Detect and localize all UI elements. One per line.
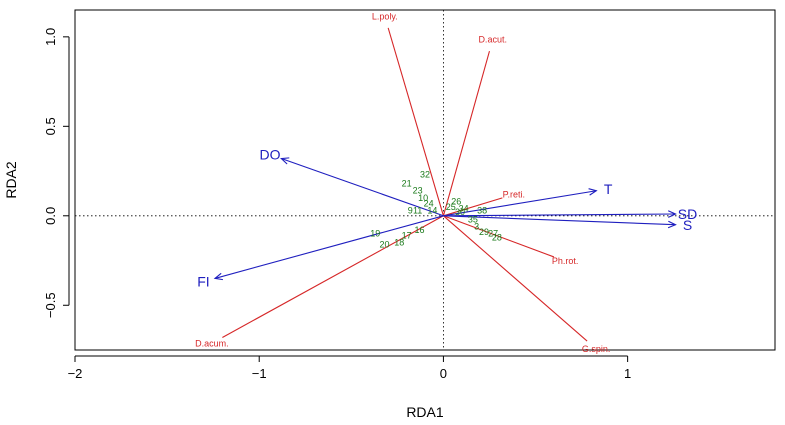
species-d-acut-arrow [442, 51, 491, 216]
x-tick-label: −2 [68, 366, 83, 381]
site-25-label: 25 [446, 202, 456, 212]
site-29-label: 29 [479, 227, 489, 237]
site-23-label: 23 [413, 186, 423, 196]
env-do-label: DO [260, 147, 281, 163]
site-26-label: 26 [451, 196, 461, 206]
site-28-label: 28 [492, 232, 502, 242]
y-axis: −0.5 0.0 0.5 1.0 [43, 28, 70, 318]
species-d-acum-label: D.acum. [195, 338, 229, 348]
env-sd-label: SD [678, 206, 697, 222]
site-9-label: 9 [408, 205, 413, 215]
site-16-label: 16 [414, 225, 424, 235]
site-20-label: 20 [379, 239, 389, 249]
site-27-label: 27 [488, 229, 498, 239]
species-arrows: L.poly. D.acut. P.reti. Ph.rot. G.spin. D.acu… [195, 11, 610, 354]
env-t-arrow [443, 190, 597, 217]
site-24-label: 24 [424, 198, 434, 208]
y-axis-title: RDA2 [3, 161, 19, 199]
env-t-label: T [604, 181, 613, 197]
env-sd-arrowhead [667, 210, 677, 218]
x-axis-title: RDA1 [406, 404, 444, 420]
species-d-acut-label: D.acut. [478, 35, 507, 45]
x-tick-label: 1 [624, 366, 631, 381]
site-3-label: 3 [474, 222, 479, 232]
env-do-arrow [281, 158, 444, 217]
site-14-label: 14 [427, 205, 437, 215]
species-l-poly-label: L.poly. [372, 11, 398, 21]
site-18-label: 18 [394, 238, 404, 248]
site-30-label: 30 [455, 207, 465, 217]
species-p-reti-label: P.reti. [503, 189, 525, 199]
env-s-arrowhead [667, 220, 677, 229]
site-32-label: 32 [420, 170, 430, 180]
env-t-arrowhead [588, 188, 598, 196]
env-s-label: S [683, 217, 692, 233]
species-d-acum-arrow [222, 215, 444, 338]
species-g-spin-label: G.spin. [582, 344, 611, 354]
site-38-label: 38 [477, 205, 487, 215]
site-11-label: 11 [413, 205, 422, 215]
x-axis: −2 −1 0 1 [68, 355, 631, 381]
env-fi-arrow [214, 215, 444, 279]
site-21-label: 21 [402, 179, 412, 189]
x-tick-label: 0 [440, 366, 447, 381]
environment-arrows: DO T SDS FI [197, 147, 697, 290]
env-fi-arrowhead [213, 272, 223, 281]
site-10-label: 10 [418, 193, 428, 203]
species-ph-rot-arrow [443, 215, 555, 258]
env-sd-arrow [443, 213, 676, 217]
env-do-arrowhead [280, 157, 290, 165]
y-tick-label: −0.5 [43, 292, 58, 318]
species-g-spin-arrow [443, 215, 588, 342]
y-tick-label: 1.0 [43, 28, 58, 46]
plot-frame [74, 9, 776, 351]
species-p-reti-arrow [443, 197, 503, 217]
site-35-label: 35 [468, 214, 478, 224]
env-s-arrow [443, 215, 676, 226]
x-tick-label: −1 [252, 366, 267, 381]
species-l-poly-arrow [387, 27, 444, 216]
env-fi-label: FI [197, 274, 209, 290]
zero-lines [75, 10, 775, 350]
y-tick-label: 0.5 [43, 117, 58, 135]
species-ph-rot-label: Ph.rot. [552, 256, 579, 266]
site-34-label: 34 [459, 204, 469, 214]
site-17-label: 17 [402, 230, 412, 240]
site-19-label: 19 [370, 229, 380, 239]
y-tick-label: 0.0 [43, 207, 58, 225]
